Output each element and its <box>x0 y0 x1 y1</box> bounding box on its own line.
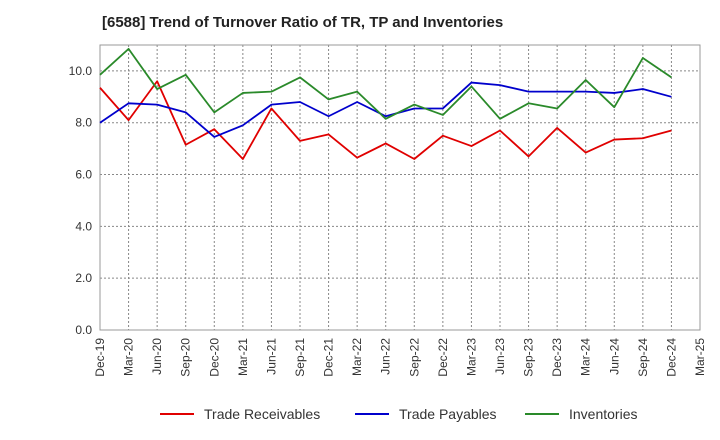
x-tick-label: Sep-22 <box>407 338 421 377</box>
legend-label: Trade Payables <box>399 406 497 422</box>
x-tick-label: Mar-20 <box>122 338 136 376</box>
chart-title: [6588] Trend of Turnover Ratio of TR, TP… <box>102 14 504 31</box>
trade-payables-line <box>99 81 672 138</box>
x-tick-label: Sep-21 <box>293 338 307 377</box>
x-tick-label: Mar-21 <box>236 338 250 376</box>
y-tick-label: 6.0 <box>75 168 92 182</box>
series-layer <box>99 47 672 160</box>
x-tick-label: Dec-19 <box>93 338 107 377</box>
x-tick-label: Sep-20 <box>179 338 193 377</box>
x-tick-label: Dec-22 <box>436 338 450 377</box>
axes-layer: 0.0 2.0 4.0 6.0 8.0 10.0 Dec-19 Mar-20 Jun-20 Sep… <box>69 44 707 377</box>
x-tick-label: Jun-20 <box>150 338 164 375</box>
grid-layer <box>99 45 701 331</box>
x-tick-label: Sep-23 <box>522 338 536 377</box>
x-tick-label: Sep-24 <box>636 338 650 377</box>
inventories-line <box>99 47 672 120</box>
y-tick-label: 0.0 <box>75 323 92 337</box>
trade-receivables-line <box>99 80 672 160</box>
y-tick-label: 10.0 <box>69 64 93 78</box>
plot-frame <box>99 44 701 331</box>
legend-label: Inventories <box>569 406 637 422</box>
y-tick-label: 4.0 <box>75 219 92 233</box>
x-tick-label: Jun-22 <box>379 338 393 375</box>
x-tick-label: Mar-25 <box>693 338 707 376</box>
x-tick-label: Dec-21 <box>322 338 336 377</box>
legend-label: Trade Receivables <box>204 406 320 422</box>
x-tick-label: Dec-20 <box>207 338 221 377</box>
x-tick-label: Mar-23 <box>464 338 478 376</box>
y-tick-label: 8.0 <box>75 116 92 130</box>
x-tick-label: Jun-23 <box>493 338 507 375</box>
x-tick-label: Jun-24 <box>607 338 621 375</box>
legend: Trade Receivables Trade Payables Inventori… <box>160 406 637 422</box>
x-tick-label: Dec-24 <box>664 338 678 377</box>
x-tick-label: Mar-22 <box>350 338 364 376</box>
x-tick-label: Jun-21 <box>264 338 278 375</box>
x-tick-label: Dec-23 <box>550 338 564 377</box>
y-tick-label: 2.0 <box>75 271 92 285</box>
x-tick-label: Mar-24 <box>579 338 593 376</box>
